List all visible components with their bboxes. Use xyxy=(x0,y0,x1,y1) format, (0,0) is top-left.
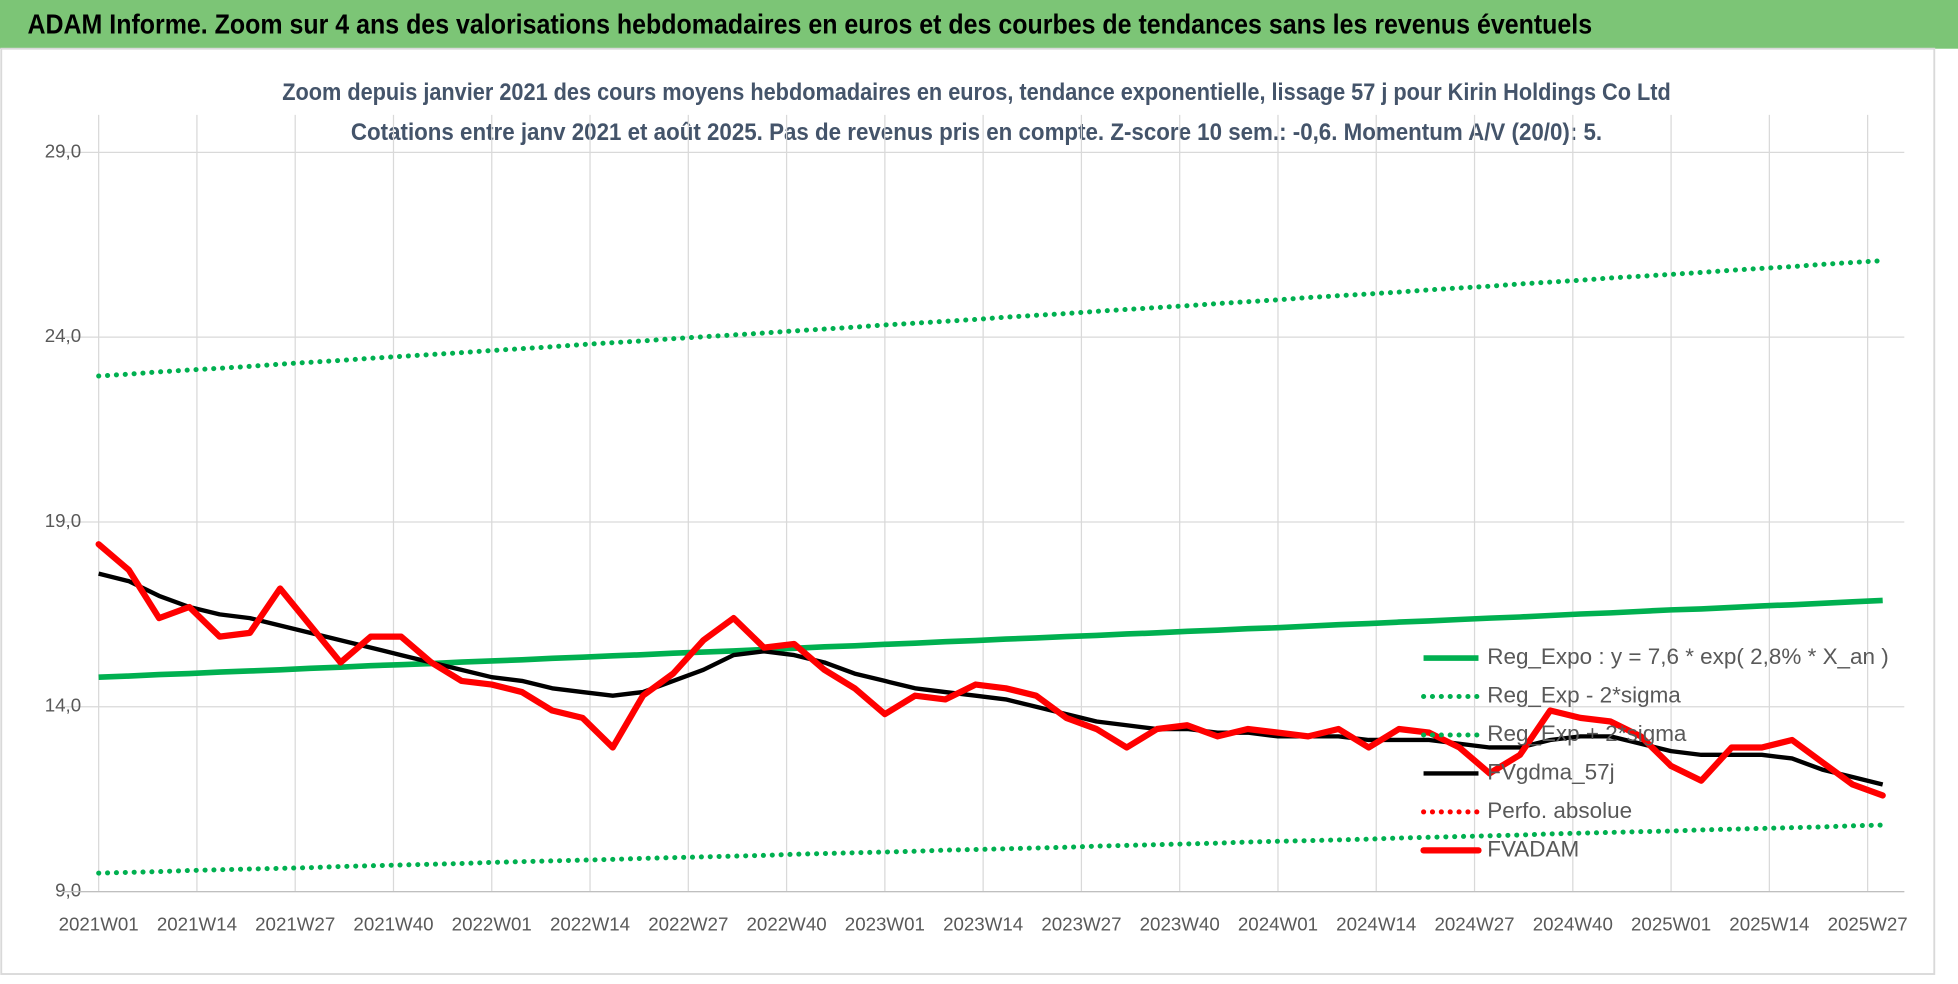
x-tick-label: 2023W01 xyxy=(845,913,925,934)
chart-frame xyxy=(0,47,1936,975)
legend-label: FVADAM xyxy=(1487,836,1579,861)
x-tick-label: 2021W40 xyxy=(353,913,433,934)
header-band xyxy=(0,0,1958,49)
legend-label: Reg_Exp + 2*sigma xyxy=(1487,721,1687,746)
x-tick-label: 2023W27 xyxy=(1041,913,1121,934)
x-tick-label: 2021W14 xyxy=(157,913,237,934)
header-title: ADAM Informe. Zoom sur 4 ans des valoris… xyxy=(27,8,1592,39)
x-tick-label: 2022W14 xyxy=(550,913,630,934)
x-tick-label: 2023W14 xyxy=(943,913,1023,934)
series-line xyxy=(98,597,1883,680)
chart-subtitle: Cotations entre janv 2021 et août 2025. … xyxy=(351,120,1602,146)
x-tick-label: 2022W27 xyxy=(648,913,728,934)
series-line xyxy=(95,541,1886,799)
x-tick-label: 2024W14 xyxy=(1336,913,1416,934)
x-tick-label: 2024W27 xyxy=(1434,913,1514,934)
chart-title: Zoom depuis janvier 2021 des cours moyen… xyxy=(282,80,1671,106)
series-line xyxy=(96,822,1886,876)
y-tick-label: 24,0 xyxy=(45,325,81,346)
x-tick-label: 2023W40 xyxy=(1140,913,1220,934)
legend-label: Reg_Exp - 2*sigma xyxy=(1487,682,1681,707)
x-tick-label: 2022W40 xyxy=(747,913,827,934)
grid: 9,0 14,0 19,0 24,0 29,0 2021W01 2021W14 2021W27… xyxy=(45,114,1908,934)
series-line xyxy=(98,571,1884,787)
x-tick-label: 2024W01 xyxy=(1238,913,1318,934)
x-tick-label: 2025W27 xyxy=(1828,913,1908,934)
x-tick-label: 2024W40 xyxy=(1533,913,1613,934)
legend-label: Reg_Expo : y = 7,6 * exp( 2,8% * X_an ) xyxy=(1487,644,1889,669)
series-line xyxy=(96,258,1886,379)
x-tick-label: 2021W01 xyxy=(59,913,139,934)
y-tick-label: 14,0 xyxy=(45,695,81,716)
x-tick-label: 2022W01 xyxy=(452,913,532,934)
x-tick-label: 2025W14 xyxy=(1729,913,1809,934)
y-tick-label: 29,0 xyxy=(45,140,81,161)
plot-area xyxy=(95,258,1886,876)
y-tick-label: 19,0 xyxy=(45,510,81,531)
legend-label: Perfo. absolue xyxy=(1487,798,1632,823)
legend: Reg_Expo : y = 7,6 * exp( 2,8% * X_an ) R… xyxy=(1420,644,1889,861)
x-tick-label: 2025W01 xyxy=(1631,913,1711,934)
legend-label: FVgdma_57j xyxy=(1487,759,1614,784)
y-tick-label: 9,0 xyxy=(55,880,81,901)
x-tick-label: 2021W27 xyxy=(255,913,335,934)
